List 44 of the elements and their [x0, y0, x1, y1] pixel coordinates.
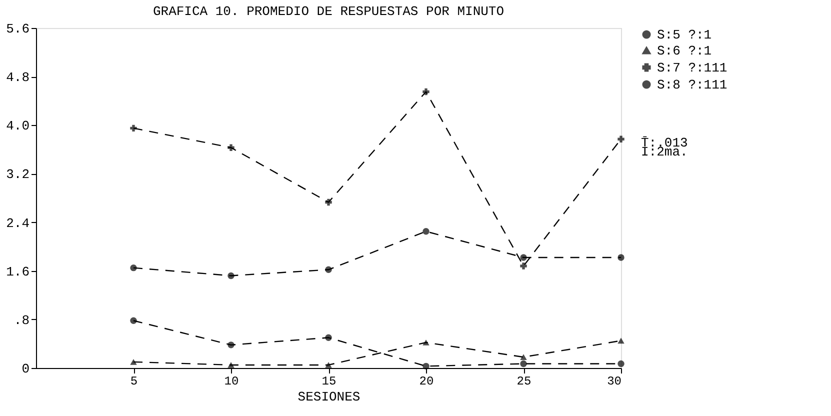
legend-label: S:5 ?:1 — [657, 28, 712, 42]
point — [228, 272, 234, 280]
point — [520, 360, 527, 368]
point — [325, 198, 332, 206]
chart-title: GRAFICA 10. PROMEDIO DE RESPUESTAS POR MINUTO — [152, 4, 504, 19]
point — [130, 317, 137, 324]
y-tick-label: 0 — [22, 362, 30, 376]
point — [520, 262, 527, 270]
x-tick-label: 20 — [419, 374, 434, 388]
y-tick-label: 5.6 — [6, 22, 30, 36]
y-tick-label: 1.6 — [6, 264, 30, 280]
y-tick-label: 4.0 — [6, 118, 30, 134]
y-tick-label: .8 — [14, 312, 30, 328]
x-axis-title: SESIONES — [298, 390, 360, 404]
legend-label: S:7 ?:111 — [657, 60, 728, 76]
y-tick-label: 3.2 — [6, 167, 30, 182]
point — [422, 228, 430, 235]
point — [130, 124, 137, 132]
point — [228, 362, 234, 368]
point — [130, 359, 137, 365]
x-tick-label: 25 — [516, 374, 532, 388]
point — [422, 340, 430, 346]
x-tick-label: 15 — [322, 374, 336, 388]
point — [520, 254, 527, 261]
point — [422, 362, 430, 370]
x-tick-label: 30 — [607, 374, 622, 388]
point — [325, 334, 332, 341]
x-tick-label: 5 — [130, 374, 138, 388]
point — [228, 144, 234, 151]
point — [520, 354, 527, 360]
point — [618, 136, 624, 142]
point — [618, 254, 624, 261]
point — [618, 338, 624, 344]
point — [325, 362, 332, 368]
x-tick-label: 10 — [224, 374, 239, 388]
legend-label: S:6 ?:1 — [657, 44, 712, 58]
point — [325, 266, 332, 273]
point — [130, 264, 137, 272]
y-tick-label: 4.8 — [6, 70, 30, 86]
point — [228, 342, 234, 348]
legend-label: S:8 ?:111 — [657, 78, 728, 92]
point — [618, 360, 624, 368]
y-tick-label: 2.4 — [6, 216, 30, 231]
point — [422, 88, 430, 96]
